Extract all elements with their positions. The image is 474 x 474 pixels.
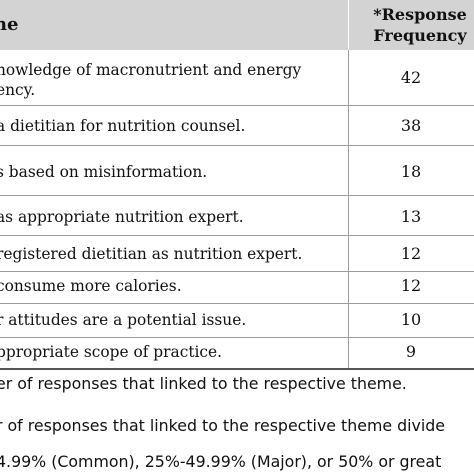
row-frequency: 38 — [400, 116, 422, 135]
row-column-divider — [348, 304, 349, 337]
row-column-divider — [348, 272, 349, 303]
row-theme-line-1: a dietitian for nutrition counsel. — [0, 117, 246, 135]
row-frequency: 18 — [400, 162, 422, 181]
response-frequency-table: me *Response Frequency nowledge of macro… — [0, 0, 474, 370]
table-row: r attitudes are a potential issue. 10 — [0, 304, 474, 338]
row-column-divider — [348, 146, 349, 195]
row-theme: a dietitian for nutrition counsel. — [0, 116, 336, 136]
row-frequency: 13 — [400, 207, 422, 226]
row-theme-line-1: registered dietitian as nutrition expert… — [0, 245, 303, 263]
table-row: a dietitian for nutrition counsel. 38 — [0, 106, 474, 146]
row-theme-line-1: ppropriate scope of practice. — [0, 343, 223, 361]
row-theme-line-1: s based on misinformation. — [0, 163, 208, 181]
frequency-column-header: *Response Frequency — [360, 4, 474, 46]
table-row: s based on misinformation. 18 — [0, 146, 474, 196]
row-column-divider — [348, 338, 349, 368]
row-theme: s based on misinformation. — [0, 162, 336, 182]
header-column-divider — [348, 0, 349, 50]
table-row: registered dietitian as nutrition expert… — [0, 236, 474, 272]
row-theme-line-1: nowledge of macronutrient and energy — [0, 61, 302, 79]
row-theme: consume more calories. — [0, 276, 336, 296]
row-theme-line-2: ency. — [0, 81, 36, 99]
table-footnotes: er of responses that linked to the respe… — [0, 372, 474, 474]
table-row: nowledge of macronutrient and energy enc… — [0, 50, 474, 106]
row-frequency: 42 — [400, 68, 422, 87]
row-theme-line-1: as appropriate nutrition expert. — [0, 208, 244, 226]
row-theme: ppropriate scope of practice. — [0, 342, 336, 362]
row-theme: as appropriate nutrition expert. — [0, 207, 336, 227]
row-theme-line-1: r attitudes are a potential issue. — [0, 311, 247, 329]
row-column-divider — [348, 106, 349, 145]
row-theme: nowledge of macronutrient and energy enc… — [0, 60, 336, 100]
row-theme: registered dietitian as nutrition expert… — [0, 244, 336, 264]
row-theme: r attitudes are a potential issue. — [0, 310, 336, 330]
footnote-line-1: er of responses that linked to the respe… — [0, 374, 407, 393]
table-row: consume more calories. 12 — [0, 272, 474, 304]
row-frequency: 10 — [400, 310, 422, 329]
table-row: as appropriate nutrition expert. 13 — [0, 196, 474, 236]
row-frequency: 12 — [400, 244, 422, 263]
table-header: me *Response Frequency — [0, 0, 474, 50]
row-frequency: 9 — [405, 342, 417, 361]
footnote-line-2: r of responses that linked to the respec… — [0, 416, 445, 435]
frequency-header-line-2: Frequency — [373, 26, 467, 45]
frequency-header-line-1: *Response — [373, 5, 467, 24]
row-theme-line-1: consume more calories. — [0, 277, 182, 295]
table-row: ppropriate scope of practice. 9 — [0, 338, 474, 368]
table-bottom-border — [0, 368, 474, 370]
row-column-divider — [348, 196, 349, 235]
row-column-divider — [348, 50, 349, 105]
row-column-divider — [348, 236, 349, 271]
row-frequency: 12 — [400, 276, 422, 295]
theme-column-header: me — [0, 14, 19, 35]
footnote-line-3: 4.99% (Common), 25%-49.99% (Major), or 5… — [0, 452, 442, 471]
